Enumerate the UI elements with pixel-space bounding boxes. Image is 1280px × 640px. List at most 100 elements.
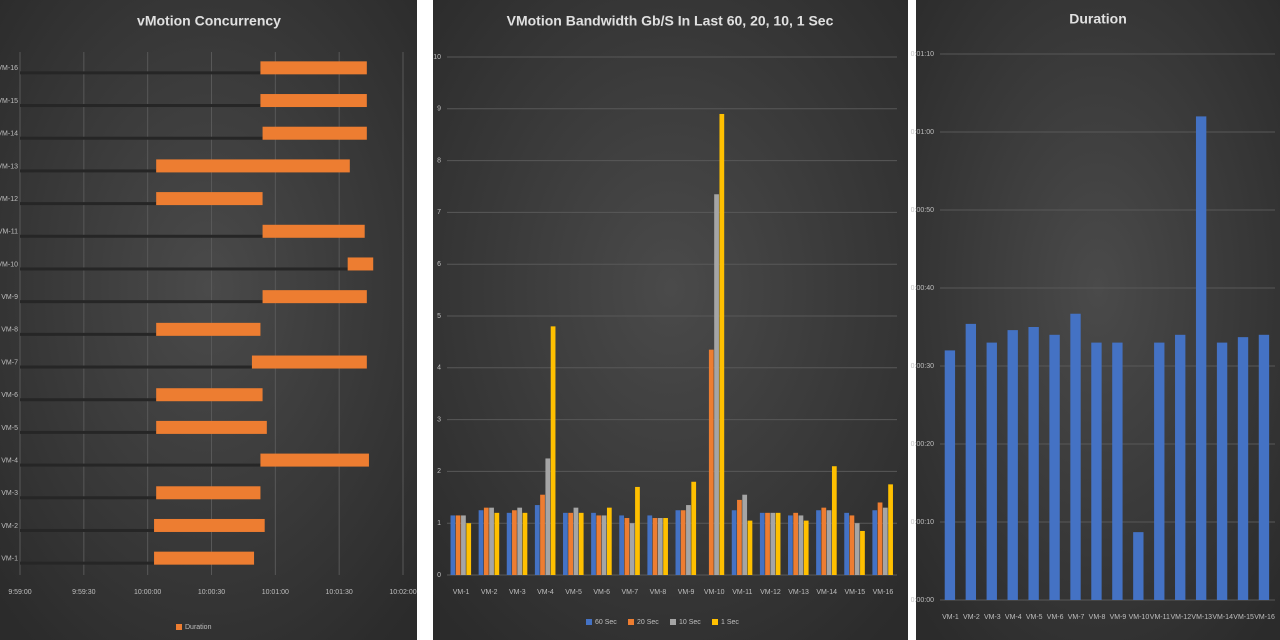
- x-tick-label: VM-3: [509, 589, 526, 596]
- x-tick-label: VM-3: [984, 614, 1001, 621]
- bar: [708, 349, 714, 575]
- y-tick-label: 0:00:00: [911, 597, 934, 604]
- bar: [737, 499, 742, 575]
- bar: [450, 515, 456, 575]
- x-tick-label: 10:00:00: [134, 589, 161, 596]
- x-tick-label: VM-14: [816, 589, 837, 596]
- bar: [888, 484, 893, 575]
- legend-swatch: [628, 619, 634, 625]
- y-tick-label: VM-14: [0, 131, 18, 138]
- bar: [775, 512, 781, 575]
- x-tick-label: VM-5: [1026, 614, 1043, 621]
- bar: [849, 515, 855, 575]
- bar: [1007, 330, 1018, 600]
- bar: [798, 515, 804, 575]
- bar: [545, 458, 551, 575]
- x-tick-label: VM-1: [453, 589, 470, 596]
- bar: [831, 466, 837, 575]
- x-tick-label: 10:01:30: [326, 589, 353, 596]
- bar: [563, 512, 568, 575]
- legend-swatch: [176, 624, 182, 630]
- y-tick-label: VM-9: [1, 294, 18, 301]
- start-bar: [20, 332, 157, 336]
- start-bar: [20, 300, 263, 304]
- x-tick-label: VM-15: [1233, 614, 1254, 621]
- bar: [1175, 334, 1186, 600]
- start-bar: [20, 561, 155, 565]
- bar: [816, 510, 821, 575]
- y-tick-label: 8: [437, 157, 441, 164]
- bar: [156, 192, 263, 206]
- x-tick-label: VM-2: [481, 589, 498, 596]
- x-tick-label: VM-9: [678, 589, 695, 596]
- y-tick-label: VM-6: [1, 392, 18, 399]
- x-tick-label: 10:02:00: [389, 589, 416, 596]
- bar: [154, 518, 265, 532]
- bar: [944, 350, 956, 600]
- bar: [788, 515, 793, 575]
- start-bar: [20, 136, 263, 140]
- y-tick-label: 7: [437, 209, 441, 216]
- start-bar: [20, 267, 348, 271]
- y-tick-label: 0:01:00: [911, 129, 934, 136]
- y-tick-label: 0: [437, 572, 441, 579]
- bar: [1133, 532, 1144, 600]
- bar: [854, 523, 860, 575]
- bar: [965, 323, 977, 600]
- bar: [156, 388, 263, 402]
- bar: [1195, 116, 1207, 601]
- x-tick-label: VM-10: [704, 589, 725, 596]
- bar: [606, 507, 612, 575]
- bar: [506, 512, 512, 575]
- bar: [156, 322, 261, 336]
- y-tick-label: VM-12: [0, 196, 18, 203]
- y-tick-label: 6: [437, 261, 441, 268]
- panel: [433, 0, 908, 640]
- bar: [251, 355, 367, 369]
- x-tick-label: VM-13: [788, 589, 809, 596]
- x-tick-label: VM-6: [1047, 614, 1064, 621]
- y-tick-label: VM-8: [1, 327, 18, 334]
- bar: [635, 486, 640, 575]
- bar: [1154, 342, 1165, 600]
- bar: [260, 94, 367, 108]
- bar: [770, 512, 776, 575]
- x-tick-label: 9:59:00: [8, 589, 31, 596]
- chart-title: vMotion Concurrency: [137, 13, 281, 29]
- x-tick-label: VM-6: [593, 589, 610, 596]
- bar: [601, 515, 607, 575]
- bar: [629, 523, 635, 575]
- bar: [578, 512, 584, 575]
- bar: [821, 507, 827, 575]
- bar: [540, 494, 545, 575]
- legend-swatch: [586, 619, 592, 625]
- bar: [489, 507, 494, 575]
- x-tick-label: VM-14: [1212, 614, 1233, 621]
- bar: [466, 523, 472, 575]
- bar: [550, 326, 556, 575]
- bar: [686, 505, 691, 575]
- bar: [260, 453, 369, 467]
- y-tick-label: 0:01:10: [911, 51, 934, 58]
- bar: [262, 126, 367, 140]
- legend-swatch: [670, 619, 676, 625]
- legend-label: 1 Sec: [721, 619, 739, 626]
- bar: [156, 420, 267, 434]
- chart-title: Duration: [1069, 11, 1127, 27]
- bar: [347, 257, 374, 271]
- start-bar: [20, 430, 157, 434]
- x-tick-label: VM-15: [845, 589, 866, 596]
- y-tick-label: 9: [437, 106, 441, 113]
- start-bar: [20, 104, 261, 108]
- bar: [882, 507, 888, 575]
- y-tick-label: VM-2: [1, 523, 18, 530]
- x-tick-label: VM-9: [1110, 614, 1127, 621]
- y-tick-label: VM-10: [0, 261, 18, 268]
- bar: [872, 510, 878, 575]
- start-bar: [20, 202, 157, 206]
- x-tick-label: VM-8: [650, 589, 667, 596]
- bar: [742, 494, 748, 575]
- x-tick-label: VM-12: [760, 589, 781, 596]
- bar: [1070, 313, 1081, 600]
